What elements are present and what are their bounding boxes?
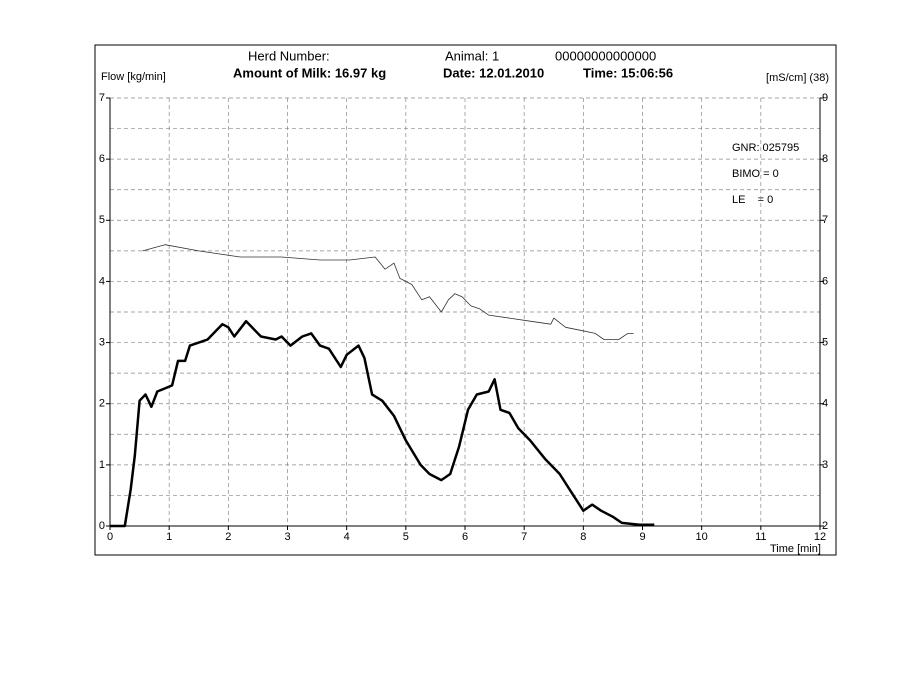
annotation: BIMO = 0	[732, 168, 779, 180]
x-tick-label: 8	[580, 531, 586, 543]
y-tick-label: 7	[99, 92, 105, 104]
y-tick-label: 2	[99, 398, 105, 410]
annotation: GNR: 025795	[732, 142, 799, 154]
x-tick-label: 10	[696, 531, 708, 543]
x-tick-label: 9	[639, 531, 645, 543]
y2-tick-label: 7	[822, 214, 828, 226]
y-tick-label: 4	[99, 275, 105, 287]
y2-tick-label: 4	[822, 398, 828, 410]
x-tick-label: 12	[814, 531, 826, 543]
y-tick-label: 6	[99, 153, 105, 165]
y2-tick-label: 3	[822, 459, 828, 471]
y-tick-label: 0	[99, 520, 105, 532]
data-line	[142, 244, 634, 340]
x-tick-label: 1	[166, 531, 172, 543]
header-animal: Animal: 1	[445, 48, 499, 63]
x-tick-label: 3	[284, 531, 290, 543]
y-tick-label: 5	[99, 214, 105, 226]
y2-tick-label: 6	[822, 275, 828, 287]
y-tick-label: 3	[99, 336, 105, 348]
x-tick-label: 4	[344, 531, 350, 543]
x-axis-label: Time [min]	[770, 543, 821, 555]
header-milk: Amount of Milk: 16.97 kg	[233, 65, 386, 80]
x-tick-label: 7	[521, 531, 527, 543]
header-id: 00000000000000	[555, 48, 656, 63]
y2-tick-label: 2	[822, 520, 828, 532]
y2-tick-label: 5	[822, 336, 828, 348]
y-tick-label: 1	[99, 459, 105, 471]
header-herd: Herd Number:	[248, 48, 330, 63]
data-line	[110, 319, 655, 528]
y2-tick-label: 9	[822, 92, 828, 104]
y2-tick-label: 8	[822, 153, 828, 165]
x-tick-label: 0	[107, 531, 113, 543]
y2-axis-label: [mS/cm] (38)	[766, 72, 829, 84]
header-time: Time: 15:06:56	[583, 65, 673, 80]
header-date: Date: 12.01.2010	[443, 65, 544, 80]
x-tick-label: 11	[755, 531, 766, 543]
x-tick-label: 2	[225, 531, 231, 543]
x-tick-label: 6	[462, 531, 468, 543]
x-tick-label: 5	[403, 531, 409, 543]
annotation: LE = 0	[732, 194, 773, 206]
y-axis-label: Flow [kg/min]	[101, 71, 166, 83]
